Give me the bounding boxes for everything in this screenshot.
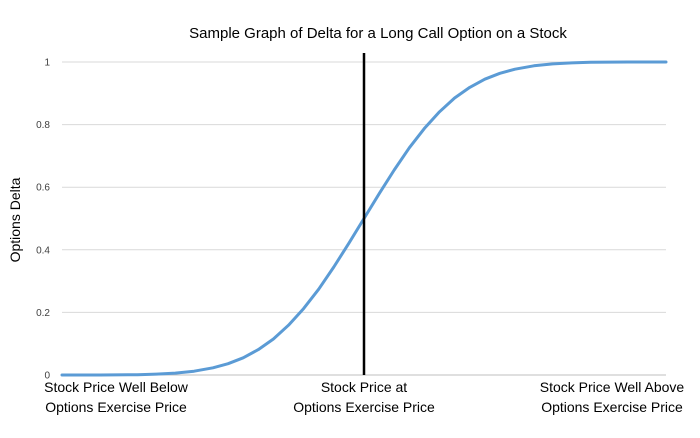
y-axis-label: Options Delta — [7, 177, 23, 262]
y-tick-label: 0.2 — [36, 308, 50, 319]
y-tick-label: 0.4 — [36, 245, 50, 256]
chart-title: Sample Graph of Delta for a Long Call Op… — [189, 25, 567, 42]
x-tick-labels: Stock Price Well Below Options Exercise P… — [44, 379, 684, 415]
y-tick-labels: 0 0.2 0.4 0.6 0.8 1 — [36, 58, 50, 382]
x-tick-label-2: Stock Price Well Above Options Exercise P… — [540, 379, 685, 415]
x-tick-label-0: Stock Price Well Below Options Exercise P… — [44, 379, 189, 415]
y-tick-label: 0 — [44, 371, 50, 382]
x-tick-label-1: Stock Price at Options Exercise Price — [293, 379, 435, 415]
y-tick-label: 0.8 — [36, 120, 50, 131]
y-tick-label: 0.6 — [36, 183, 50, 194]
y-tick-label: 1 — [44, 58, 50, 69]
